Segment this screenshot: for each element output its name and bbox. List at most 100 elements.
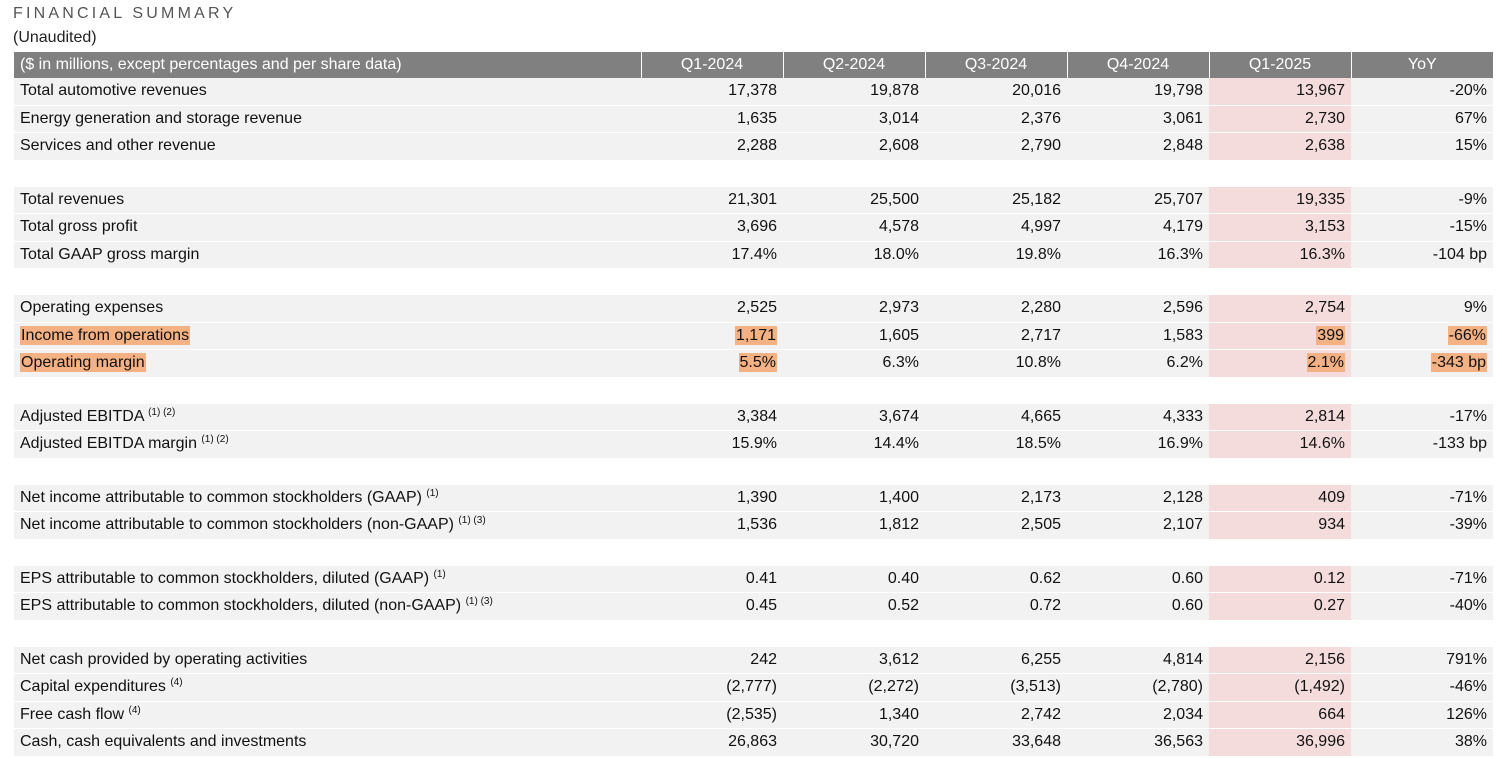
cell-value: 2,754 xyxy=(1304,299,1345,317)
cell-value: 9% xyxy=(1463,299,1487,317)
cell-value: 36,996 xyxy=(1296,733,1345,751)
cell-yoy: -104 bp xyxy=(1351,241,1493,269)
row-label-text: Operating expenses xyxy=(20,299,164,317)
footnote-marker: (1) (3) xyxy=(465,596,493,608)
cell-value: 2,156 xyxy=(1304,650,1345,668)
cell-q1-2024: 1,171 xyxy=(641,322,783,350)
cell-q1-2025: 16.3% xyxy=(1209,241,1351,269)
cell-q1-2024: 15.9% xyxy=(641,430,783,459)
cell-q2-2024: 19,878 xyxy=(783,78,925,106)
cell-q2-2024: 30,720 xyxy=(783,728,925,757)
cell-q1-2025: 14.6% xyxy=(1209,430,1351,459)
cell-q1-2024: 21,301 xyxy=(641,186,783,214)
cell-q1-2024: 242 xyxy=(641,646,783,674)
cell-q2-2024: (2,272) xyxy=(783,673,925,702)
cell-value: -40% xyxy=(1449,597,1487,615)
row-label: Cash, cash equivalents and investments xyxy=(20,733,306,750)
row-label-text: Operating margin xyxy=(21,354,145,372)
row-label: Net cash provided by operating activitie… xyxy=(20,651,307,668)
spacer-cell xyxy=(14,620,1493,647)
row-label: Net income attributable to common stockh… xyxy=(20,489,422,506)
cell-q2-2024: 2,608 xyxy=(783,132,925,161)
cell-value: 17.4% xyxy=(731,245,777,263)
column-header-q1-2025: Q1-2025 xyxy=(1209,52,1352,78)
financial-summary-table: ($ in millions, except percentages and p… xyxy=(14,52,1493,757)
table-row: Free cash flow (4) (2,535) 1,340 2,742 2,034… xyxy=(14,701,1493,729)
cell-q2-2024: 14.4% xyxy=(783,430,925,459)
cell-yoy: -71% xyxy=(1351,565,1493,593)
cell-q3-2024: 25,182 xyxy=(925,186,1067,214)
cell-yoy: 15% xyxy=(1351,132,1493,161)
cell-q1-2025: 934 xyxy=(1209,511,1351,540)
section-spacer xyxy=(14,539,1493,566)
cell-q1-2024: 17.4% xyxy=(641,241,783,269)
cell-value: 2,525 xyxy=(736,299,777,317)
cell-value: 2,814 xyxy=(1304,407,1345,425)
cell-q2-2024: 4,578 xyxy=(783,213,925,242)
row-label-text: EPS attributable to common stockholders,… xyxy=(20,597,462,615)
row-label-text: Total GAAP gross margin xyxy=(20,245,200,263)
cell-q1-2024: 1,390 xyxy=(641,484,783,512)
table-row: Total gross profit 3,696 4,578 4,997 4,179 3,… xyxy=(14,213,1493,242)
table-row: Net income attributable to common stockh… xyxy=(14,511,1493,540)
cell-q2-2024: 2,973 xyxy=(783,295,925,323)
cell-value: 14.4% xyxy=(873,435,919,453)
cell-q4-2024: 2,596 xyxy=(1067,295,1209,323)
cell-q1-2025: 2,156 xyxy=(1209,646,1351,674)
section-spacer xyxy=(14,458,1493,485)
cell-value: 21,301 xyxy=(728,190,777,208)
table-row: Operating expenses 2,525 2,973 2,280 2,596 2,… xyxy=(14,295,1493,323)
cell-value: 4,997 xyxy=(1020,218,1061,236)
row-label-text: Energy generation and storage revenue xyxy=(20,109,302,127)
row-label-cell: Capital expenditures (4) xyxy=(14,673,641,702)
cell-q4-2024: 0.60 xyxy=(1067,592,1209,621)
cell-value: -343 bp xyxy=(1430,353,1487,373)
cell-q2-2024: 3,014 xyxy=(783,105,925,133)
cell-value: 2,730 xyxy=(1304,109,1345,127)
cell-value: 6.3% xyxy=(882,354,919,372)
cell-value: 0.41 xyxy=(745,569,777,587)
cell-q1-2025: 13,967 xyxy=(1209,78,1351,106)
cell-value: 2,608 xyxy=(878,137,919,155)
cell-q1-2025: 36,996 xyxy=(1209,728,1351,757)
row-label-cell: Net cash provided by operating activitie… xyxy=(14,646,641,674)
cell-yoy: -40% xyxy=(1351,592,1493,621)
row-label-text: Net income attributable to common stockh… xyxy=(20,488,422,506)
cell-value: 0.72 xyxy=(1029,597,1061,615)
cell-value: 399 xyxy=(1316,325,1345,345)
cell-q1-2025: 19,335 xyxy=(1209,186,1351,214)
cell-value: 0.62 xyxy=(1029,569,1061,587)
cell-q2-2024: 1,340 xyxy=(783,701,925,729)
cell-q1-2025: 3,153 xyxy=(1209,213,1351,242)
cell-value: 126% xyxy=(1446,705,1487,723)
row-label-text: Adjusted EBITDA xyxy=(20,407,144,425)
cell-value: 19,878 xyxy=(870,82,919,100)
table-row: Total automotive revenues 17,378 19,878 20,… xyxy=(14,78,1493,106)
row-label-text: Free cash flow xyxy=(20,705,125,723)
cell-value: 2,717 xyxy=(1020,326,1061,344)
cell-value: 2.1% xyxy=(1306,353,1345,373)
cell-q3-2024: 2,280 xyxy=(925,295,1067,323)
cell-q4-2024: 2,848 xyxy=(1067,132,1209,161)
cell-q1-2025: 2.1% xyxy=(1209,349,1351,378)
column-header-q1-2024: Q1-2024 xyxy=(641,52,784,78)
cell-yoy: -71% xyxy=(1351,484,1493,512)
cell-yoy: -46% xyxy=(1351,673,1493,702)
cell-value: 3,612 xyxy=(878,650,919,668)
cell-value: -71% xyxy=(1449,569,1487,587)
row-label: Capital expenditures xyxy=(20,678,166,695)
section-spacer xyxy=(14,160,1493,187)
cell-value: 18.0% xyxy=(873,245,919,263)
cell-value: 1,400 xyxy=(878,488,919,506)
cell-value: 3,061 xyxy=(1162,109,1203,127)
table-row: Cash, cash equivalents and investments 26… xyxy=(14,728,1493,757)
cell-q2-2024: 3,612 xyxy=(783,646,925,674)
cell-q1-2025: 664 xyxy=(1209,701,1351,729)
cell-q1-2025: 2,754 xyxy=(1209,295,1351,323)
cell-yoy: -9% xyxy=(1351,186,1493,214)
cell-yoy: -39% xyxy=(1351,511,1493,540)
column-header-q2-2024: Q2-2024 xyxy=(783,52,926,78)
cell-value: -17% xyxy=(1449,407,1487,425)
cell-value: 15% xyxy=(1454,137,1487,155)
cell-value: 1,340 xyxy=(878,705,919,723)
